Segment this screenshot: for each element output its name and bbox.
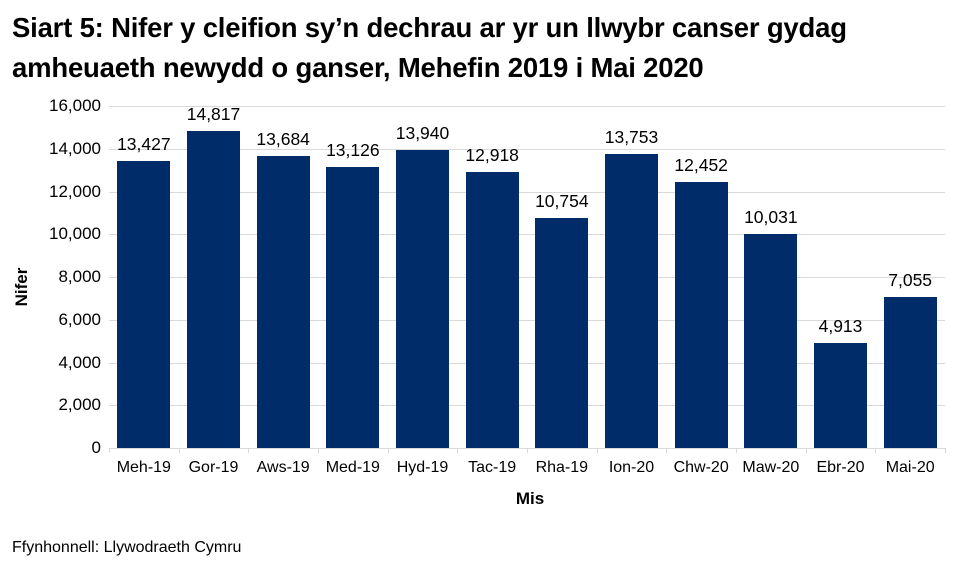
bar-tac-19 bbox=[465, 171, 519, 448]
data-label: 13,126 bbox=[326, 140, 380, 161]
y-tick-label: 12,000 bbox=[49, 181, 101, 201]
plot-area: 13,427 14,817 13,684 13,126 13,940 12,918 10,7… bbox=[109, 104, 946, 453]
data-label: 13,753 bbox=[604, 127, 659, 148]
x-tick-mark bbox=[945, 448, 946, 453]
x-tick-label: Med-19 bbox=[325, 459, 380, 476]
x-tick-mark bbox=[457, 448, 459, 453]
gridline bbox=[109, 277, 945, 278]
y-tick-label: 4,000 bbox=[58, 352, 101, 372]
gridline bbox=[109, 362, 945, 364]
bar-aws-19 bbox=[256, 155, 310, 448]
gridline bbox=[109, 148, 945, 150]
data-label: 12,452 bbox=[674, 154, 728, 175]
data-label: 10,754 bbox=[535, 191, 589, 212]
x-tick-mark bbox=[596, 448, 598, 453]
chart-title-line-1: Siart 5: Nifer y cleifion sy’n dechrau a… bbox=[12, 12, 847, 43]
x-tick-mark bbox=[666, 448, 668, 453]
bar-gor-19 bbox=[187, 131, 240, 448]
x-tick-label: Ebr-20 bbox=[816, 459, 865, 476]
x-tick-label: Rha-19 bbox=[535, 459, 589, 476]
x-tick-label: Chw-20 bbox=[673, 459, 729, 476]
x-tick-mark bbox=[736, 448, 737, 453]
gridline bbox=[109, 405, 945, 407]
y-tick-label: 14,000 bbox=[49, 138, 101, 158]
gridline bbox=[109, 106, 945, 107]
chart-title-line-2: amheuaeth newydd o ganser, Mehefin 2019 … bbox=[12, 52, 704, 83]
y-tick-label: 8,000 bbox=[58, 267, 101, 286]
x-tick-label: Ion-20 bbox=[608, 459, 655, 476]
x-tick-label: Tac-19 bbox=[468, 459, 517, 476]
x-tick-label: Meh-19 bbox=[116, 459, 171, 476]
x-tick-label: Aws-19 bbox=[256, 459, 310, 476]
bar-chw-20 bbox=[674, 181, 728, 448]
x-tick-label: Gor-19 bbox=[188, 459, 239, 476]
data-label: 4,913 bbox=[818, 315, 863, 336]
y-tick-label: 6,000 bbox=[58, 309, 101, 329]
source-note: Ffynhonnell: Llywodraeth Cymru bbox=[12, 539, 242, 556]
x-tick-mark bbox=[248, 448, 250, 453]
data-label: 12,918 bbox=[465, 144, 519, 165]
x-tick-mark bbox=[387, 448, 389, 453]
x-tick-mark bbox=[178, 448, 180, 453]
bar-rha-19 bbox=[535, 218, 589, 448]
y-tick-label: 10,000 bbox=[49, 224, 101, 244]
x-tick-mark bbox=[527, 448, 528, 453]
gridline bbox=[109, 191, 945, 193]
bar-maw-20 bbox=[744, 233, 798, 448]
data-label: 13,684 bbox=[256, 128, 310, 149]
data-label: 10,031 bbox=[744, 206, 798, 227]
bar-meh-19 bbox=[117, 160, 171, 448]
bar-ion-20 bbox=[605, 154, 658, 448]
x-tick-label: Maw-20 bbox=[742, 459, 800, 476]
data-label: 7,055 bbox=[888, 270, 933, 291]
x-tick-label: Hyd-19 bbox=[396, 459, 449, 476]
x-tick-label: Mai-20 bbox=[885, 459, 935, 476]
data-label: 13,427 bbox=[117, 133, 171, 154]
y-tick-label: 16,000 bbox=[49, 96, 101, 115]
x-tick-mark bbox=[875, 448, 877, 453]
bar-med-19 bbox=[326, 167, 380, 448]
data-label: 14,817 bbox=[186, 104, 241, 125]
data-label: 13,940 bbox=[395, 123, 450, 144]
x-tick-mark bbox=[805, 448, 807, 453]
gridline bbox=[109, 319, 945, 321]
x-tick-mark bbox=[109, 448, 110, 453]
bar-mai-20 bbox=[883, 297, 937, 448]
x-axis-label: Mis bbox=[515, 489, 545, 508]
bar-ebr-20 bbox=[814, 342, 867, 448]
gridline bbox=[109, 234, 945, 236]
bar-hyd-19 bbox=[396, 150, 449, 448]
y-tick-label: 2,000 bbox=[58, 395, 101, 415]
chart-title: Siart 5: Nifer y cleifion sy’n dechrau a… bbox=[12, 8, 972, 88]
y-tick-label: 0 bbox=[91, 438, 101, 457]
x-tick-mark bbox=[318, 448, 319, 453]
